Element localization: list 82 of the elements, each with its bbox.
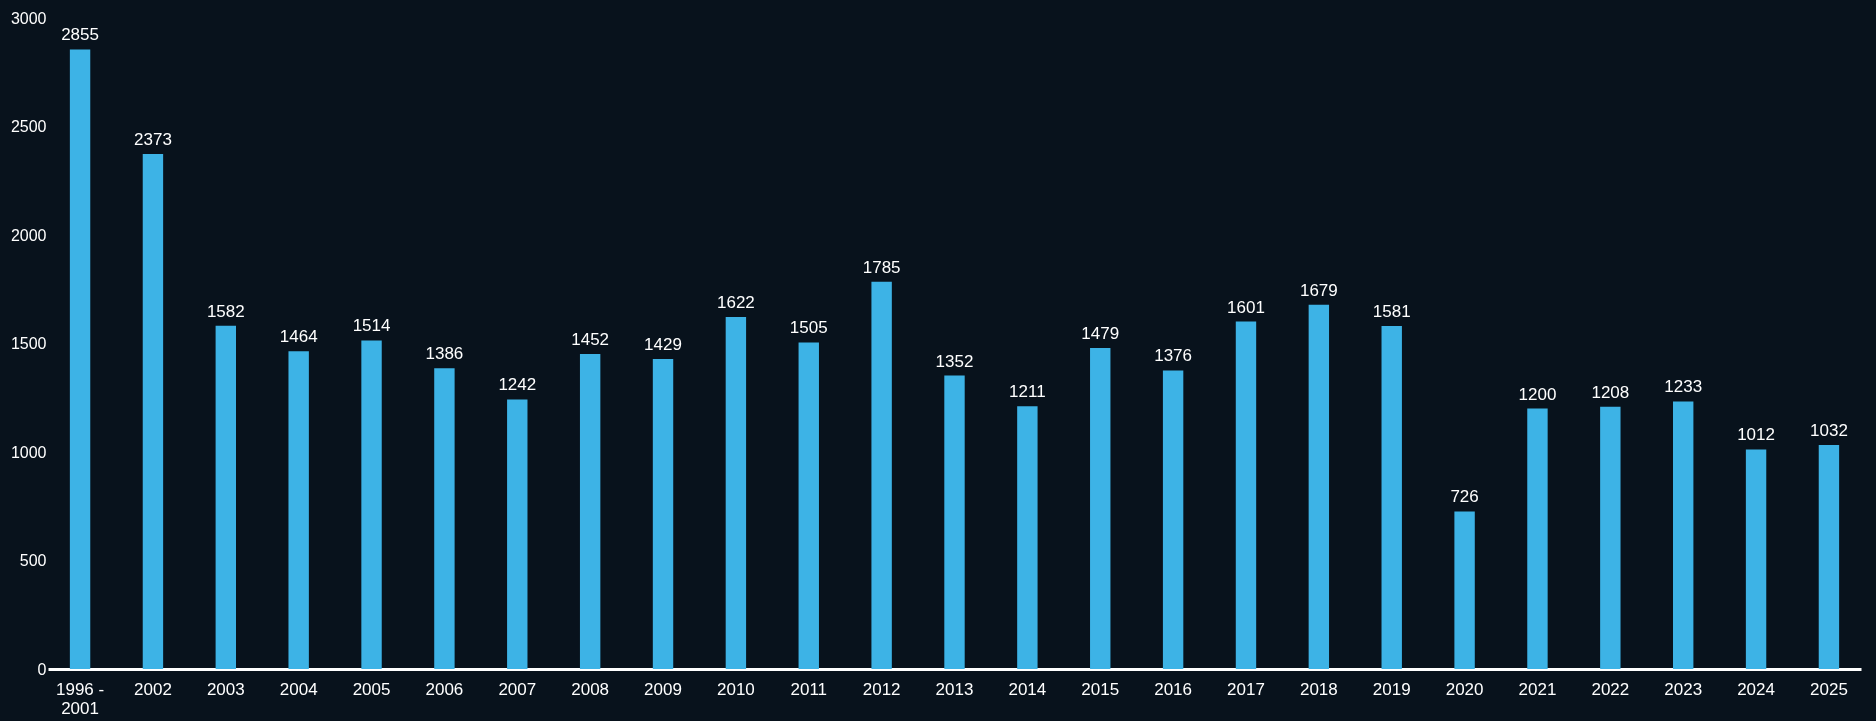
x-tick-label: 2002 <box>134 679 172 699</box>
bar <box>579 353 601 669</box>
x-tick-label: 2022 <box>1591 679 1630 699</box>
x-tick-label: 1996 - 2001 <box>55 679 105 718</box>
x-tick-label: 2017 <box>1227 679 1265 699</box>
x-tick-label: 2008 <box>571 679 610 699</box>
data-label: 1479 <box>1081 324 1120 344</box>
x-tick-label: 2003 <box>206 679 245 699</box>
data-label: 1211 <box>1009 382 1046 402</box>
bar <box>1090 348 1111 669</box>
data-label: 1514 <box>352 316 391 336</box>
y-tick-label: 500 <box>19 552 47 569</box>
bar <box>652 358 674 669</box>
data-label: 1233 <box>1664 377 1703 397</box>
bar <box>725 317 747 669</box>
x-tick-label: 2020 <box>1445 679 1484 699</box>
bar <box>1017 406 1038 669</box>
y-tick-label: 1500 <box>10 335 47 352</box>
y-tick-label: 2500 <box>10 118 47 135</box>
bar <box>871 281 892 669</box>
bar <box>1454 511 1475 669</box>
bar <box>361 340 382 669</box>
bar <box>944 375 965 669</box>
data-label: 1622 <box>716 293 755 313</box>
data-label: 1242 <box>498 375 537 395</box>
x-tick-label: 2013 <box>935 679 974 699</box>
bar <box>1235 321 1257 669</box>
data-label: 726 <box>1450 487 1479 507</box>
bar <box>1381 325 1402 669</box>
x-tick-label: 2011 <box>790 679 828 699</box>
bar <box>288 351 309 669</box>
x-tick-label: 2014 <box>1008 679 1047 699</box>
x-tick-label: 2019 <box>1372 679 1411 699</box>
x-tick-label: 2025 <box>1810 679 1848 699</box>
data-label: 1505 <box>789 318 828 338</box>
bar <box>142 154 164 669</box>
data-label: 1376 <box>1154 346 1193 366</box>
x-tick-label: 2015 <box>1081 679 1120 699</box>
bar <box>1745 449 1767 669</box>
bar <box>1673 401 1694 669</box>
bar <box>215 325 236 669</box>
x-tick-label: 2023 <box>1664 679 1703 699</box>
data-label: 2855 <box>61 25 99 45</box>
data-label: 1032 <box>1810 421 1848 441</box>
y-tick-label: 3000 <box>10 9 47 27</box>
data-label: 1200 <box>1518 384 1557 404</box>
data-label: 1012 <box>1737 425 1775 445</box>
bar <box>69 49 91 669</box>
bar <box>1818 445 1840 669</box>
x-tick-label: 2021 <box>1518 679 1557 699</box>
x-tick-label: 2012 <box>862 679 901 699</box>
x-tick-label: 2009 <box>644 679 682 699</box>
data-label: 1464 <box>279 327 318 347</box>
data-label: 1601 <box>1227 297 1265 317</box>
bar <box>434 368 455 669</box>
data-label: 1208 <box>1591 382 1630 402</box>
bar <box>1600 406 1621 669</box>
data-label: 1386 <box>425 344 464 364</box>
y-tick-label: 1000 <box>10 443 47 461</box>
x-tick-label: 2006 <box>425 679 464 699</box>
data-label: 1581 <box>1372 301 1411 321</box>
x-tick-label: 2024 <box>1737 679 1775 699</box>
bar <box>1527 408 1548 669</box>
x-tick-label: 2007 <box>498 679 537 699</box>
x-tick-label: 2005 <box>352 679 391 699</box>
bar <box>798 342 819 669</box>
x-tick-label: 2016 <box>1154 679 1193 699</box>
x-tick-label: 2004 <box>279 679 318 699</box>
bar <box>507 399 528 669</box>
bar <box>1308 304 1330 669</box>
data-label: 1352 <box>935 351 974 371</box>
data-label: 1452 <box>571 329 610 349</box>
data-label: 1785 <box>862 257 901 277</box>
y-tick-label: 0 <box>37 660 47 678</box>
x-tick-label: 2010 <box>716 679 755 699</box>
data-label: 1582 <box>206 301 245 321</box>
data-label: 1679 <box>1299 280 1338 300</box>
bar <box>1162 370 1184 669</box>
x-tick-label: 2018 <box>1299 679 1338 699</box>
data-label: 2373 <box>134 130 172 150</box>
data-label: 1429 <box>644 334 682 354</box>
y-tick-label: 2000 <box>10 226 47 244</box>
